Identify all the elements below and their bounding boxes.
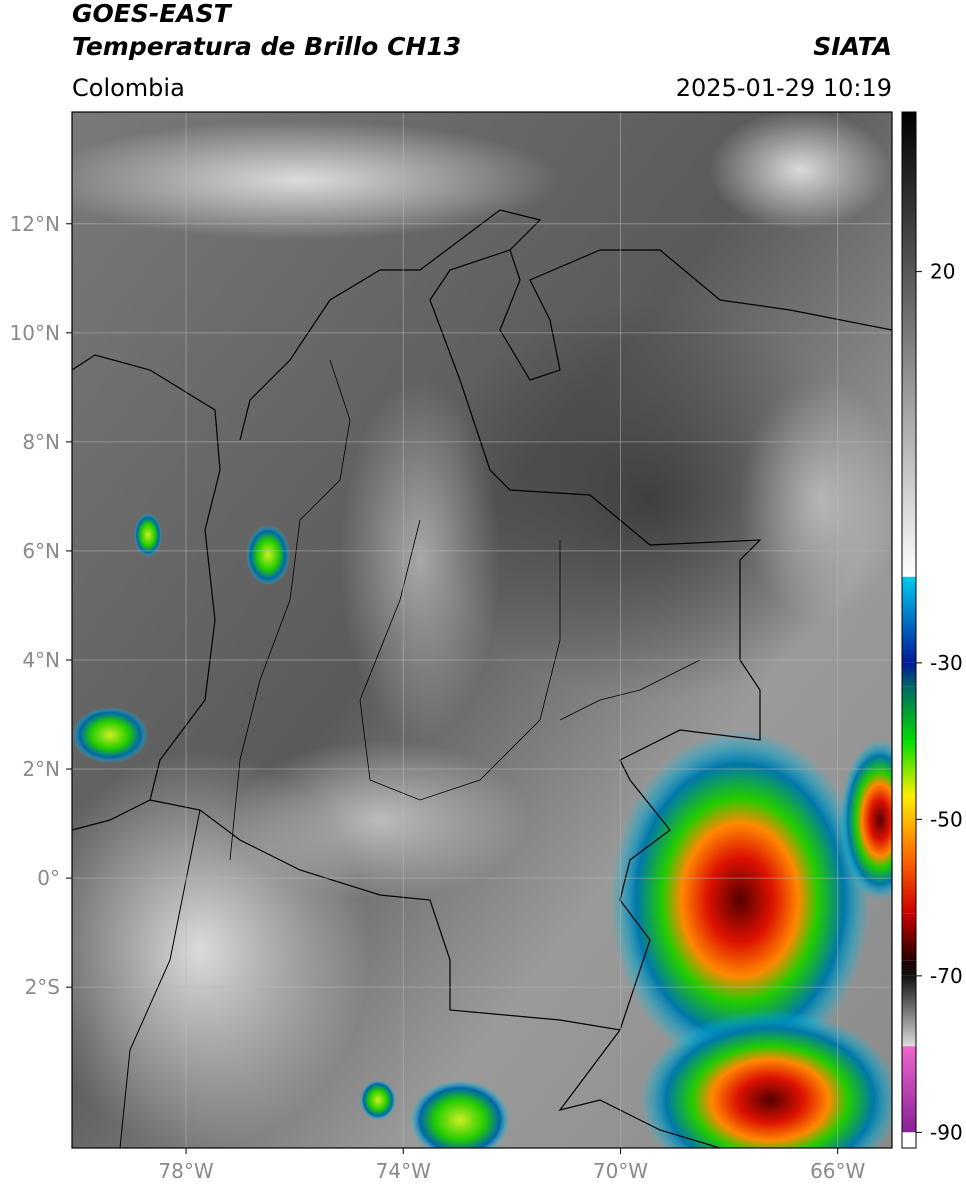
colorbar-segment (902, 112, 916, 577)
x-tick-label: 66°W (810, 1159, 865, 1183)
y-tick-label: 2°S (25, 975, 60, 999)
colorbar-segment (902, 662, 916, 687)
colorbar-segment (902, 795, 916, 859)
colorbar-tick-label: -50 (930, 807, 963, 831)
colorbar-segment (902, 686, 916, 742)
colorbar-tick-label: -30 (930, 651, 963, 675)
colorbar-segment (902, 975, 916, 1047)
y-tick-label: 8°N (22, 430, 60, 454)
source: SIATA (813, 32, 892, 61)
x-tick-label: 78°W (158, 1159, 213, 1183)
colorbar-segment (902, 576, 916, 663)
colorbar-tick-label: -70 (930, 964, 963, 988)
y-tick-label: 10°N (10, 321, 60, 345)
colorbar-segment (902, 1132, 916, 1148)
y-tick-label: 6°N (22, 539, 60, 563)
title: GOES-EAST (72, 0, 233, 28)
y-tick-label: 4°N (22, 648, 60, 672)
colorbar-segment (902, 741, 916, 796)
satellite-image (72, 112, 892, 1148)
colorbar-tick-label: 20 (930, 260, 955, 284)
subtitle: Temperatura de Brillo CH13 (72, 32, 461, 61)
y-tick-label: 12°N (10, 212, 60, 236)
colorbar-segment (902, 1046, 916, 1133)
y-tick-label: 0° (37, 866, 60, 890)
region: Colombia (72, 74, 185, 102)
map-frame (71, 111, 893, 1149)
y-tick-label: 2°N (22, 757, 60, 781)
colorbar-segment (902, 858, 916, 914)
datetime: 2025-01-29 10:19 (676, 74, 892, 102)
colorbar-tick-label: -90 (930, 1120, 963, 1144)
colorbar-segment (902, 913, 916, 961)
colorbar-segment (902, 960, 916, 976)
x-tick-label: 74°W (376, 1159, 431, 1183)
x-tick-label: 70°W (593, 1159, 648, 1183)
colorbar-frame (901, 111, 917, 1149)
